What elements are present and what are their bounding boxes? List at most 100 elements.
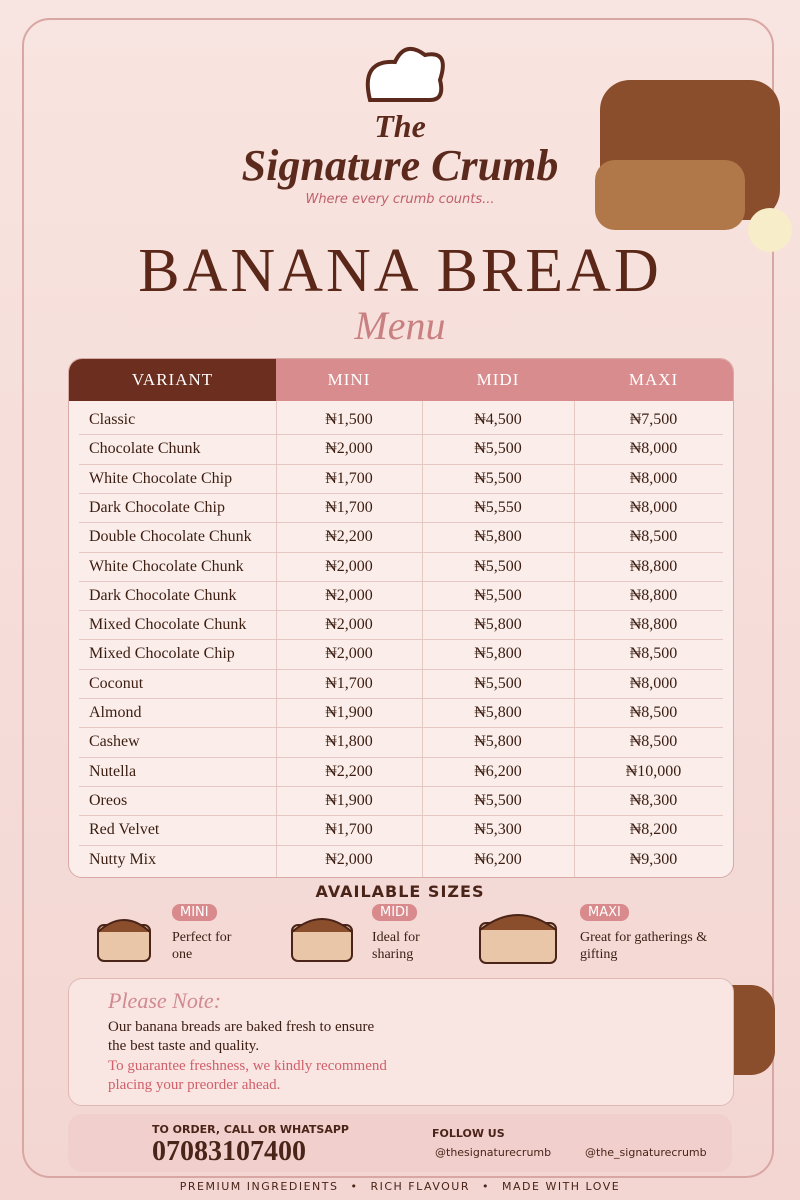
price: ₦8,500 [629, 733, 678, 751]
size-name: MIDI [372, 904, 417, 921]
price: ₦8,500 [629, 704, 678, 721]
phone[interactable]: 07083107400 [152, 1136, 306, 1167]
brand-name: Signature Crumb [241, 141, 559, 190]
variant-name: Mixed Chocolate Chunk [89, 616, 247, 634]
row-divider [79, 639, 723, 641]
price: ₦8,800 [629, 586, 678, 604]
column-header: MIDI [422, 359, 574, 401]
price: ₦8,200 [629, 821, 678, 839]
price: ₦7,500 [629, 411, 678, 428]
price: ₦5,500 [474, 674, 522, 692]
price: ₦2,000 [325, 440, 373, 458]
price: ₦2,000 [325, 645, 373, 663]
footer-item: MADE WITH LOVE [502, 1180, 621, 1193]
separator: • [350, 1180, 359, 1193]
row-divider [79, 698, 723, 699]
price: ₦1,900 [325, 704, 373, 721]
price: ₦5,500 [474, 586, 522, 604]
price: ₦1,700 [325, 821, 373, 839]
variant-name: Red Velvet [89, 821, 160, 839]
size-name: MINI [172, 904, 217, 921]
variant-name: Chocolate Chunk [89, 440, 201, 458]
price: ₦5,500 [474, 791, 522, 809]
size-description: Great for gatherings & gifting [580, 930, 708, 962]
column-divider [276, 401, 277, 877]
size-description: Ideal for sharing [372, 930, 420, 962]
instagram-handle[interactable]: @the_signaturecrumb [585, 1146, 707, 1159]
row-divider [79, 492, 723, 494]
footer-item: PREMIUM INGREDIENTS [179, 1180, 339, 1193]
price: ₦5,300 [474, 821, 522, 839]
row-divider [79, 522, 723, 524]
price: ₦8,000 [629, 440, 678, 458]
variant-name: Mixed Chocolate Chip [89, 645, 235, 663]
price: ₦4,500 [474, 411, 522, 428]
price: ₦1,700 [325, 469, 373, 487]
price: ₦2,000 [325, 850, 373, 868]
column-divider [422, 401, 423, 877]
row-divider [79, 463, 723, 465]
brand-line: The [374, 108, 426, 144]
variant-name: Dark Chocolate Chunk [89, 586, 237, 604]
price: ₦9,300 [629, 850, 678, 868]
row-divider [79, 844, 723, 846]
column-header: VARIANT [69, 359, 276, 401]
price: ₦2,000 [325, 557, 373, 575]
variant-name: Oreos [89, 791, 128, 809]
note-box [68, 978, 734, 1106]
frame [22, 18, 774, 1178]
price: ₦6,200 [474, 850, 522, 868]
row-divider [79, 785, 723, 787]
price: ₦2,200 [325, 762, 373, 780]
variant-name: Classic [89, 411, 136, 428]
variant-name: White Chocolate Chunk [89, 557, 244, 575]
price: ₦5,800 [474, 733, 522, 751]
row-divider [79, 580, 723, 582]
price: ₦1,900 [325, 791, 373, 809]
sizes-heading: AVAILABLE SIZES [315, 882, 485, 901]
variant-name: Dark Chocolate Chip [89, 498, 225, 516]
price: ₦5,800 [474, 528, 522, 546]
row-divider [79, 434, 723, 436]
size-description: Perfect for one [172, 930, 232, 962]
price: ₦8,000 [629, 469, 678, 487]
price: ₦5,500 [474, 557, 522, 575]
column-header: MINI [276, 359, 422, 401]
price: ₦1,500 [325, 411, 373, 428]
row-divider [79, 610, 723, 612]
tagline: Where every crumb counts... [305, 192, 495, 207]
contact-bar [68, 1114, 732, 1172]
price: ₦5,500 [474, 440, 522, 458]
price: ₦8,000 [629, 498, 678, 516]
variant-name: Nutella [89, 762, 137, 780]
note-highlight: To guarantee freshness, we kindly recomm… [108, 1058, 387, 1093]
follow-label: FOLLOW US [432, 1127, 505, 1140]
variant-name: Double Chocolate Chunk [89, 528, 252, 546]
price: ₦2,200 [325, 528, 373, 546]
row-divider [79, 815, 723, 817]
title: BANANA BREAD [138, 237, 662, 305]
price: ₦8,800 [629, 616, 678, 634]
tiktok-handle[interactable]: @thesignaturecrumb [435, 1146, 552, 1159]
row-divider [79, 727, 723, 729]
footer: PREMIUM INGREDIENTS • RICH FLAVOUR • MADE WI… [0, 1180, 800, 1193]
size-name: MAXI [580, 904, 629, 921]
price-table: VARIANT MINI MIDI MAXI Classic ₦1,500 ₦4,500 ₦7… [68, 358, 734, 878]
price: ₦8,300 [629, 791, 678, 809]
separator: • [482, 1180, 491, 1193]
variant-name: White Chocolate Chip [89, 469, 233, 487]
price: ₦1,700 [325, 674, 373, 692]
variant-name: Almond [89, 704, 142, 721]
price: ₦5,800 [474, 616, 522, 634]
price: ₦8,000 [629, 674, 678, 692]
price: ₦8,500 [629, 528, 678, 546]
price: ₦5,800 [474, 645, 522, 663]
row-divider [79, 668, 723, 670]
subtitle: Menu [354, 303, 446, 348]
price: ₦6,200 [474, 762, 522, 780]
price: ₦2,000 [325, 586, 373, 604]
price: ₦1,800 [325, 733, 373, 751]
variant-name: Nutty Mix [89, 850, 157, 868]
price: ₦2,000 [325, 616, 373, 634]
